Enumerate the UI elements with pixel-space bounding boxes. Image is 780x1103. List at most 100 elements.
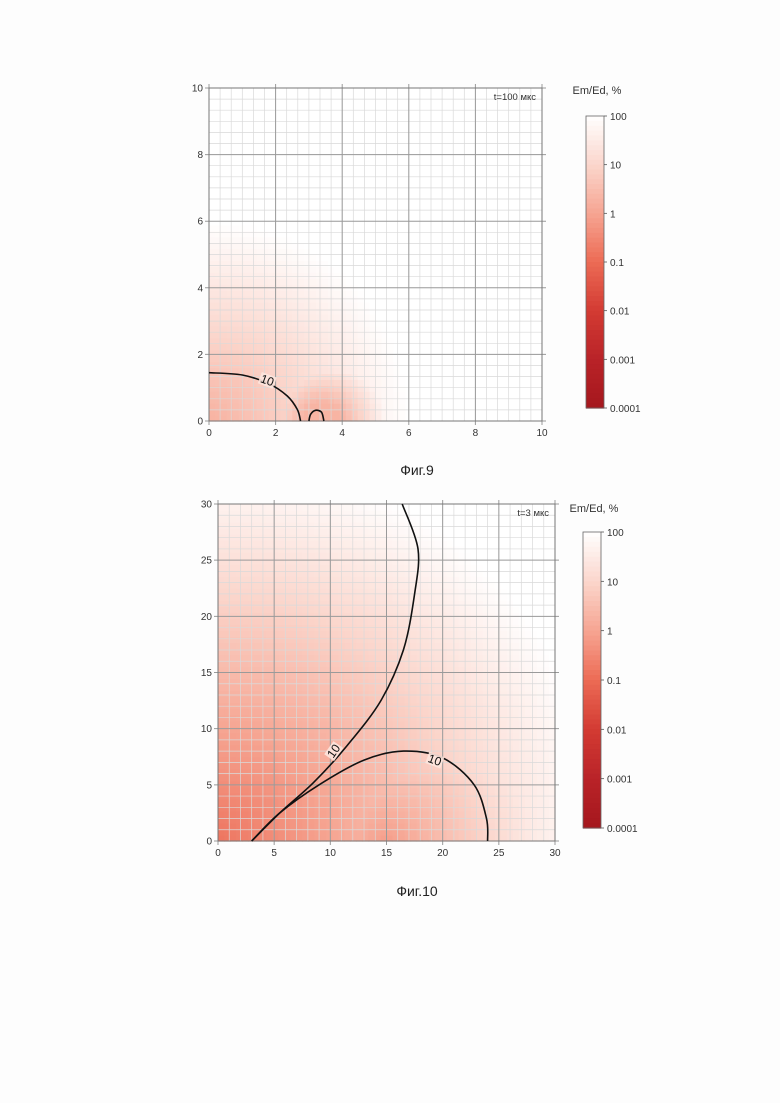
heatmap-cell bbox=[471, 278, 478, 285]
heatmap-cell bbox=[483, 124, 490, 131]
heatmap-cell bbox=[298, 255, 305, 262]
heatmap-cell bbox=[236, 685, 243, 692]
heatmap-cell bbox=[453, 344, 460, 351]
heatmap-cell bbox=[286, 130, 293, 137]
heatmap-cell bbox=[280, 367, 287, 374]
heatmap-cell bbox=[272, 552, 279, 559]
heatmap-cell bbox=[524, 177, 531, 184]
heatmap-cell bbox=[242, 510, 249, 517]
heatmap-cell bbox=[344, 516, 351, 523]
heatmap-cell bbox=[290, 540, 297, 547]
colorbar-segment bbox=[586, 208, 604, 213]
heatmap-cell bbox=[465, 332, 472, 339]
heatmap-cell bbox=[471, 136, 478, 143]
heatmap-cell bbox=[266, 727, 273, 734]
heatmap-cell bbox=[221, 332, 228, 339]
heatmap-cell bbox=[356, 522, 363, 529]
heatmap-cell bbox=[215, 189, 222, 196]
heatmap-cell bbox=[310, 356, 317, 363]
heatmap-cell bbox=[471, 403, 478, 410]
heatmap-cell bbox=[387, 272, 394, 279]
heatmap-cell bbox=[260, 697, 267, 704]
heatmap-cell bbox=[298, 272, 305, 279]
heatmap-cell bbox=[257, 231, 264, 238]
heatmap-cell bbox=[518, 201, 525, 208]
heatmap-cell bbox=[356, 697, 363, 704]
heatmap-cell bbox=[483, 106, 490, 113]
heatmap-cell bbox=[272, 727, 279, 734]
heatmap-cell bbox=[230, 582, 237, 589]
heatmap-cell bbox=[280, 124, 287, 131]
heatmap-cell bbox=[387, 403, 394, 410]
heatmap-cell bbox=[322, 88, 329, 95]
heatmap-cell bbox=[370, 362, 377, 369]
heatmap-cell bbox=[290, 673, 297, 680]
heatmap-cell bbox=[483, 385, 490, 392]
heatmap-cell bbox=[254, 564, 261, 571]
heatmap-cell bbox=[362, 630, 369, 637]
heatmap-cell bbox=[465, 94, 472, 101]
heatmap-cell bbox=[308, 745, 315, 752]
heatmap-cell bbox=[362, 516, 369, 523]
heatmap-cell bbox=[254, 642, 261, 649]
heatmap-cell bbox=[310, 213, 317, 220]
heatmap-cell bbox=[352, 189, 359, 196]
heatmap-cell bbox=[236, 636, 243, 643]
heatmap-cell bbox=[257, 326, 264, 333]
heatmap-cell bbox=[298, 237, 305, 244]
heatmap-cell bbox=[447, 290, 454, 297]
colorbar-segment bbox=[586, 204, 604, 209]
heatmap-cell bbox=[362, 654, 369, 661]
heatmap-cell bbox=[263, 112, 270, 119]
heatmap-cell bbox=[362, 612, 369, 619]
heatmap-cell bbox=[308, 709, 315, 716]
heatmap-cell bbox=[263, 213, 270, 220]
heatmap-cell bbox=[316, 362, 323, 369]
heatmap-cell bbox=[266, 558, 273, 565]
heatmap-cell bbox=[242, 709, 249, 716]
heatmap-cell bbox=[344, 721, 351, 728]
heatmap-cell bbox=[308, 679, 315, 686]
heatmap-cell bbox=[230, 642, 237, 649]
heatmap-cell bbox=[411, 124, 418, 131]
heatmap-cell bbox=[209, 112, 216, 119]
heatmap-cell bbox=[286, 344, 293, 351]
heatmap-cell bbox=[465, 314, 472, 321]
heatmap-cell bbox=[344, 540, 351, 547]
heatmap-cell bbox=[218, 763, 225, 770]
heatmap-cell bbox=[381, 189, 388, 196]
heatmap-cell bbox=[251, 332, 258, 339]
heatmap-cell bbox=[272, 594, 279, 601]
heatmap-cell bbox=[435, 213, 442, 220]
heatmap-cell bbox=[221, 397, 228, 404]
heatmap-cell bbox=[266, 811, 273, 818]
heatmap-cell bbox=[257, 314, 264, 321]
heatmap-cell bbox=[381, 255, 388, 262]
heatmap-cell bbox=[393, 142, 400, 149]
heatmap-cell bbox=[447, 189, 454, 196]
heatmap-cell bbox=[251, 290, 258, 297]
heatmap-cell bbox=[429, 278, 436, 285]
heatmap-cell bbox=[423, 237, 430, 244]
heatmap-cell bbox=[233, 314, 240, 321]
heatmap-cell bbox=[381, 397, 388, 404]
heatmap-cell bbox=[340, 367, 347, 374]
heatmap-cell bbox=[254, 811, 261, 818]
heatmap-cell bbox=[233, 112, 240, 119]
heatmap-cell bbox=[376, 350, 383, 357]
heatmap-cell bbox=[209, 326, 216, 333]
heatmap-cell bbox=[245, 130, 252, 137]
heatmap-cell bbox=[477, 213, 484, 220]
heatmap-cell bbox=[352, 231, 359, 238]
heatmap-cell bbox=[411, 290, 418, 297]
heatmap-cell bbox=[224, 582, 231, 589]
heatmap-cell bbox=[506, 189, 513, 196]
heatmap-cell bbox=[242, 817, 249, 824]
heatmap-cell bbox=[296, 648, 303, 655]
heatmap-cell bbox=[236, 594, 243, 601]
heatmap-cell bbox=[500, 130, 507, 137]
heatmap-cell bbox=[483, 302, 490, 309]
heatmap-cell bbox=[518, 266, 525, 273]
heatmap-cell bbox=[411, 397, 418, 404]
heatmap-cell bbox=[483, 332, 490, 339]
